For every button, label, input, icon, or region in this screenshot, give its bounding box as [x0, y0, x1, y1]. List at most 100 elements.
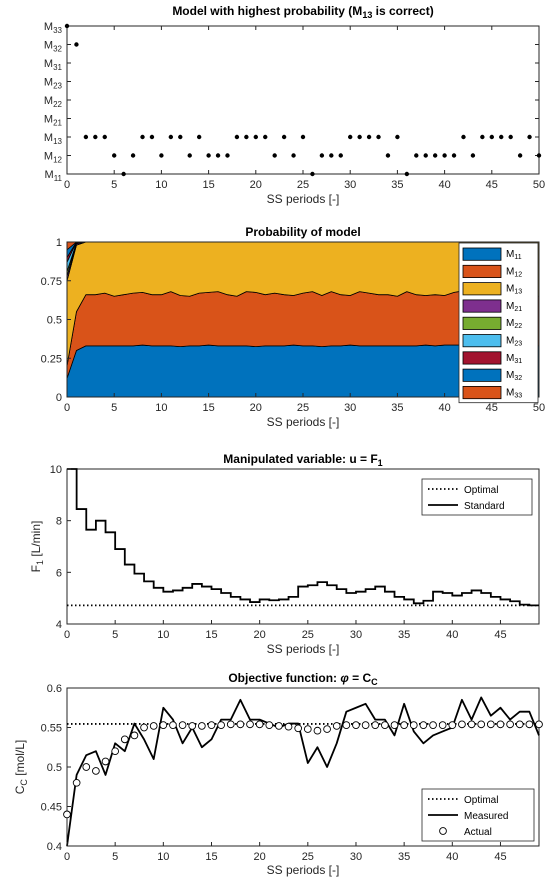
actual-marker — [120, 735, 129, 744]
actual-marker — [101, 757, 110, 766]
data-point — [536, 153, 542, 158]
data-point — [102, 134, 107, 140]
legend-swatch — [462, 351, 502, 365]
data-point — [215, 153, 221, 158]
legend-label: M22 — [506, 318, 522, 330]
actual-marker — [323, 725, 331, 733]
x-tick-label: 15 — [205, 629, 217, 641]
actual-marker — [361, 721, 370, 729]
x-tick-label: 0 — [64, 179, 70, 191]
actual-marker — [246, 720, 254, 729]
actual-marker — [486, 720, 495, 729]
data-point — [310, 171, 315, 177]
x-tick-label: 20 — [250, 402, 262, 414]
actual-marker — [159, 721, 168, 729]
x-tick-label: 10 — [157, 851, 169, 863]
data-point — [196, 134, 202, 140]
x-tick-label: 35 — [398, 851, 410, 863]
x-axis-label: SS periods [-] — [267, 642, 340, 656]
actual-marker — [226, 720, 235, 729]
legend-label: Actual — [464, 827, 492, 838]
actual-marker — [477, 720, 486, 729]
data-point — [121, 171, 126, 177]
data-point — [423, 153, 428, 158]
y-tick-label: M12 — [44, 151, 63, 165]
actual-marker — [265, 721, 274, 729]
data-point — [357, 134, 362, 140]
actual-marker — [381, 721, 389, 729]
legend-swatch — [462, 299, 502, 313]
legend-label: Standard — [464, 501, 505, 512]
actual-marker — [438, 721, 447, 729]
y-tick-label: M33 — [44, 21, 63, 35]
x-tick-label: 40 — [446, 629, 458, 641]
actual-marker — [111, 747, 120, 756]
legend-label: Measured — [464, 811, 508, 822]
actual-marker — [448, 721, 457, 729]
data-point — [234, 134, 240, 140]
chart-title: Manipulated variable: u = F1 — [223, 452, 382, 468]
x-tick-label: 15 — [202, 179, 214, 191]
data-point — [225, 153, 230, 158]
legend-label: M12 — [506, 266, 522, 278]
actual-marker — [467, 720, 476, 729]
data-point — [432, 153, 438, 158]
x-tick-label: 50 — [533, 179, 545, 191]
chart-title: Objective function: φ = CC — [228, 671, 378, 687]
data-point — [442, 153, 447, 158]
actual-marker — [275, 722, 283, 730]
legend-label: M33 — [506, 387, 522, 399]
chart-title: Model with highest probability (M13 is c… — [172, 4, 433, 20]
panel-objective-function: 0 5 10 15 20 25 30 35 40 45 0.4 0.45 0.5 0.55 0.6 Optim… — [13, 671, 543, 877]
y-tick-label: M32 — [44, 40, 63, 54]
data-point — [366, 134, 372, 140]
x-tick-label: 10 — [157, 629, 169, 641]
actual-marker — [303, 725, 312, 733]
x-tick-label: 40 — [438, 402, 450, 414]
x-tick-label: 45 — [494, 629, 506, 641]
actual-marker — [371, 721, 380, 729]
x-tick-label: 10 — [155, 402, 167, 414]
data-point — [83, 134, 89, 140]
actual-marker — [535, 720, 543, 729]
data-point — [348, 134, 353, 140]
legend-swatch — [462, 247, 502, 261]
x-tick-label: 45 — [486, 402, 498, 414]
standard-line — [67, 468, 539, 607]
y-tick-label: 1 — [56, 237, 62, 249]
legend-swatch — [462, 316, 502, 330]
y-axis-label: CC [mol/L] — [13, 740, 29, 795]
x-tick-label: 5 — [111, 402, 117, 414]
data-point — [480, 134, 485, 140]
data-point — [281, 134, 287, 140]
x-axis-label: SS periods [-] — [267, 863, 340, 877]
x-tick-label: 25 — [297, 179, 309, 191]
y-tick-label: M23 — [44, 77, 63, 91]
x-tick-label: 5 — [112, 629, 118, 641]
legend-swatch — [462, 282, 502, 296]
legend-label: M13 — [506, 284, 522, 296]
actual-marker — [294, 724, 303, 733]
legend-swatch — [462, 264, 502, 278]
y-tick-label: 0.4 — [47, 841, 62, 853]
y-tick-label: M31 — [44, 58, 63, 72]
data-point — [263, 134, 268, 140]
x-tick-label: 30 — [350, 851, 362, 863]
actual-marker — [236, 720, 245, 729]
x-tick-label: 20 — [254, 851, 266, 863]
legend-label: M21 — [506, 301, 522, 313]
y-tick-label: 0.55 — [41, 723, 62, 735]
data-point — [74, 42, 79, 47]
legend-label: Optimal — [464, 795, 498, 806]
data-point — [499, 134, 504, 140]
legend-swatch — [462, 334, 502, 348]
x-tick-label: 35 — [398, 629, 410, 641]
x-tick-label: 25 — [302, 851, 314, 863]
data-point — [395, 134, 400, 140]
actual-marker — [342, 721, 351, 729]
data-point — [376, 134, 381, 140]
y-tick-label: 0 — [56, 392, 62, 404]
legend-label: M11 — [506, 249, 522, 261]
y-tick-label: M21 — [44, 114, 63, 128]
actual-marker — [496, 720, 505, 729]
